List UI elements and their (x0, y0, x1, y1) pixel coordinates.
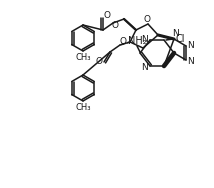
Text: O: O (95, 57, 103, 65)
Text: O: O (144, 15, 150, 24)
Text: O: O (104, 11, 110, 20)
Text: N: N (142, 62, 148, 71)
Text: CH₃: CH₃ (75, 52, 91, 61)
Text: N: N (188, 42, 194, 51)
Text: O: O (119, 37, 126, 46)
Text: O: O (111, 21, 119, 30)
Text: NH₂: NH₂ (128, 36, 146, 46)
Text: CH₃: CH₃ (75, 102, 91, 111)
Text: N: N (188, 57, 194, 65)
Text: N: N (142, 35, 148, 43)
Text: Cl: Cl (175, 34, 185, 44)
Text: N: N (173, 30, 179, 39)
